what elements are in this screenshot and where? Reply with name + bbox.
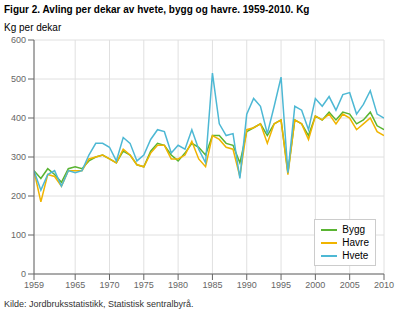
- html-text:Kilde: Jordbruksstatistikk, St: Kilde: Jordbruksstatistikk, Statistisk s…: [4, 299, 194, 309]
- html-text:Hvete: Hvete: [342, 250, 369, 261]
- svg-text:1965: 1965: [65, 280, 85, 290]
- svg-text:2005: 2005: [340, 280, 360, 290]
- svg-text:1995: 1995: [271, 280, 291, 290]
- svg-text:0: 0: [21, 269, 26, 279]
- svg-text:500: 500: [11, 74, 26, 84]
- html-text:Havre: Havre: [342, 237, 369, 248]
- svg-text:1975: 1975: [134, 280, 154, 290]
- svg-text:2010: 2010: [374, 280, 390, 290]
- svg-text:1985: 1985: [202, 280, 222, 290]
- html-text:Figur 2. Avling per dekar av h: Figur 2. Avling per dekar av hvete, bygg…: [4, 4, 310, 15]
- html-text:Kg per dekar: Kg per dekar: [4, 22, 62, 33]
- svg-text:200: 200: [11, 191, 26, 201]
- html-text:Bygg: Bygg: [342, 224, 366, 235]
- svg-text:300: 300: [11, 152, 26, 162]
- svg-text:1990: 1990: [237, 280, 257, 290]
- svg-text:1959: 1959: [24, 280, 44, 290]
- svg-text:400: 400: [11, 113, 26, 123]
- svg-text:2000: 2000: [305, 280, 325, 290]
- svg-text:1980: 1980: [168, 280, 188, 290]
- svg-text:1970: 1970: [99, 280, 119, 290]
- svg-text:100: 100: [11, 230, 26, 240]
- svg-text:600: 600: [11, 35, 26, 45]
